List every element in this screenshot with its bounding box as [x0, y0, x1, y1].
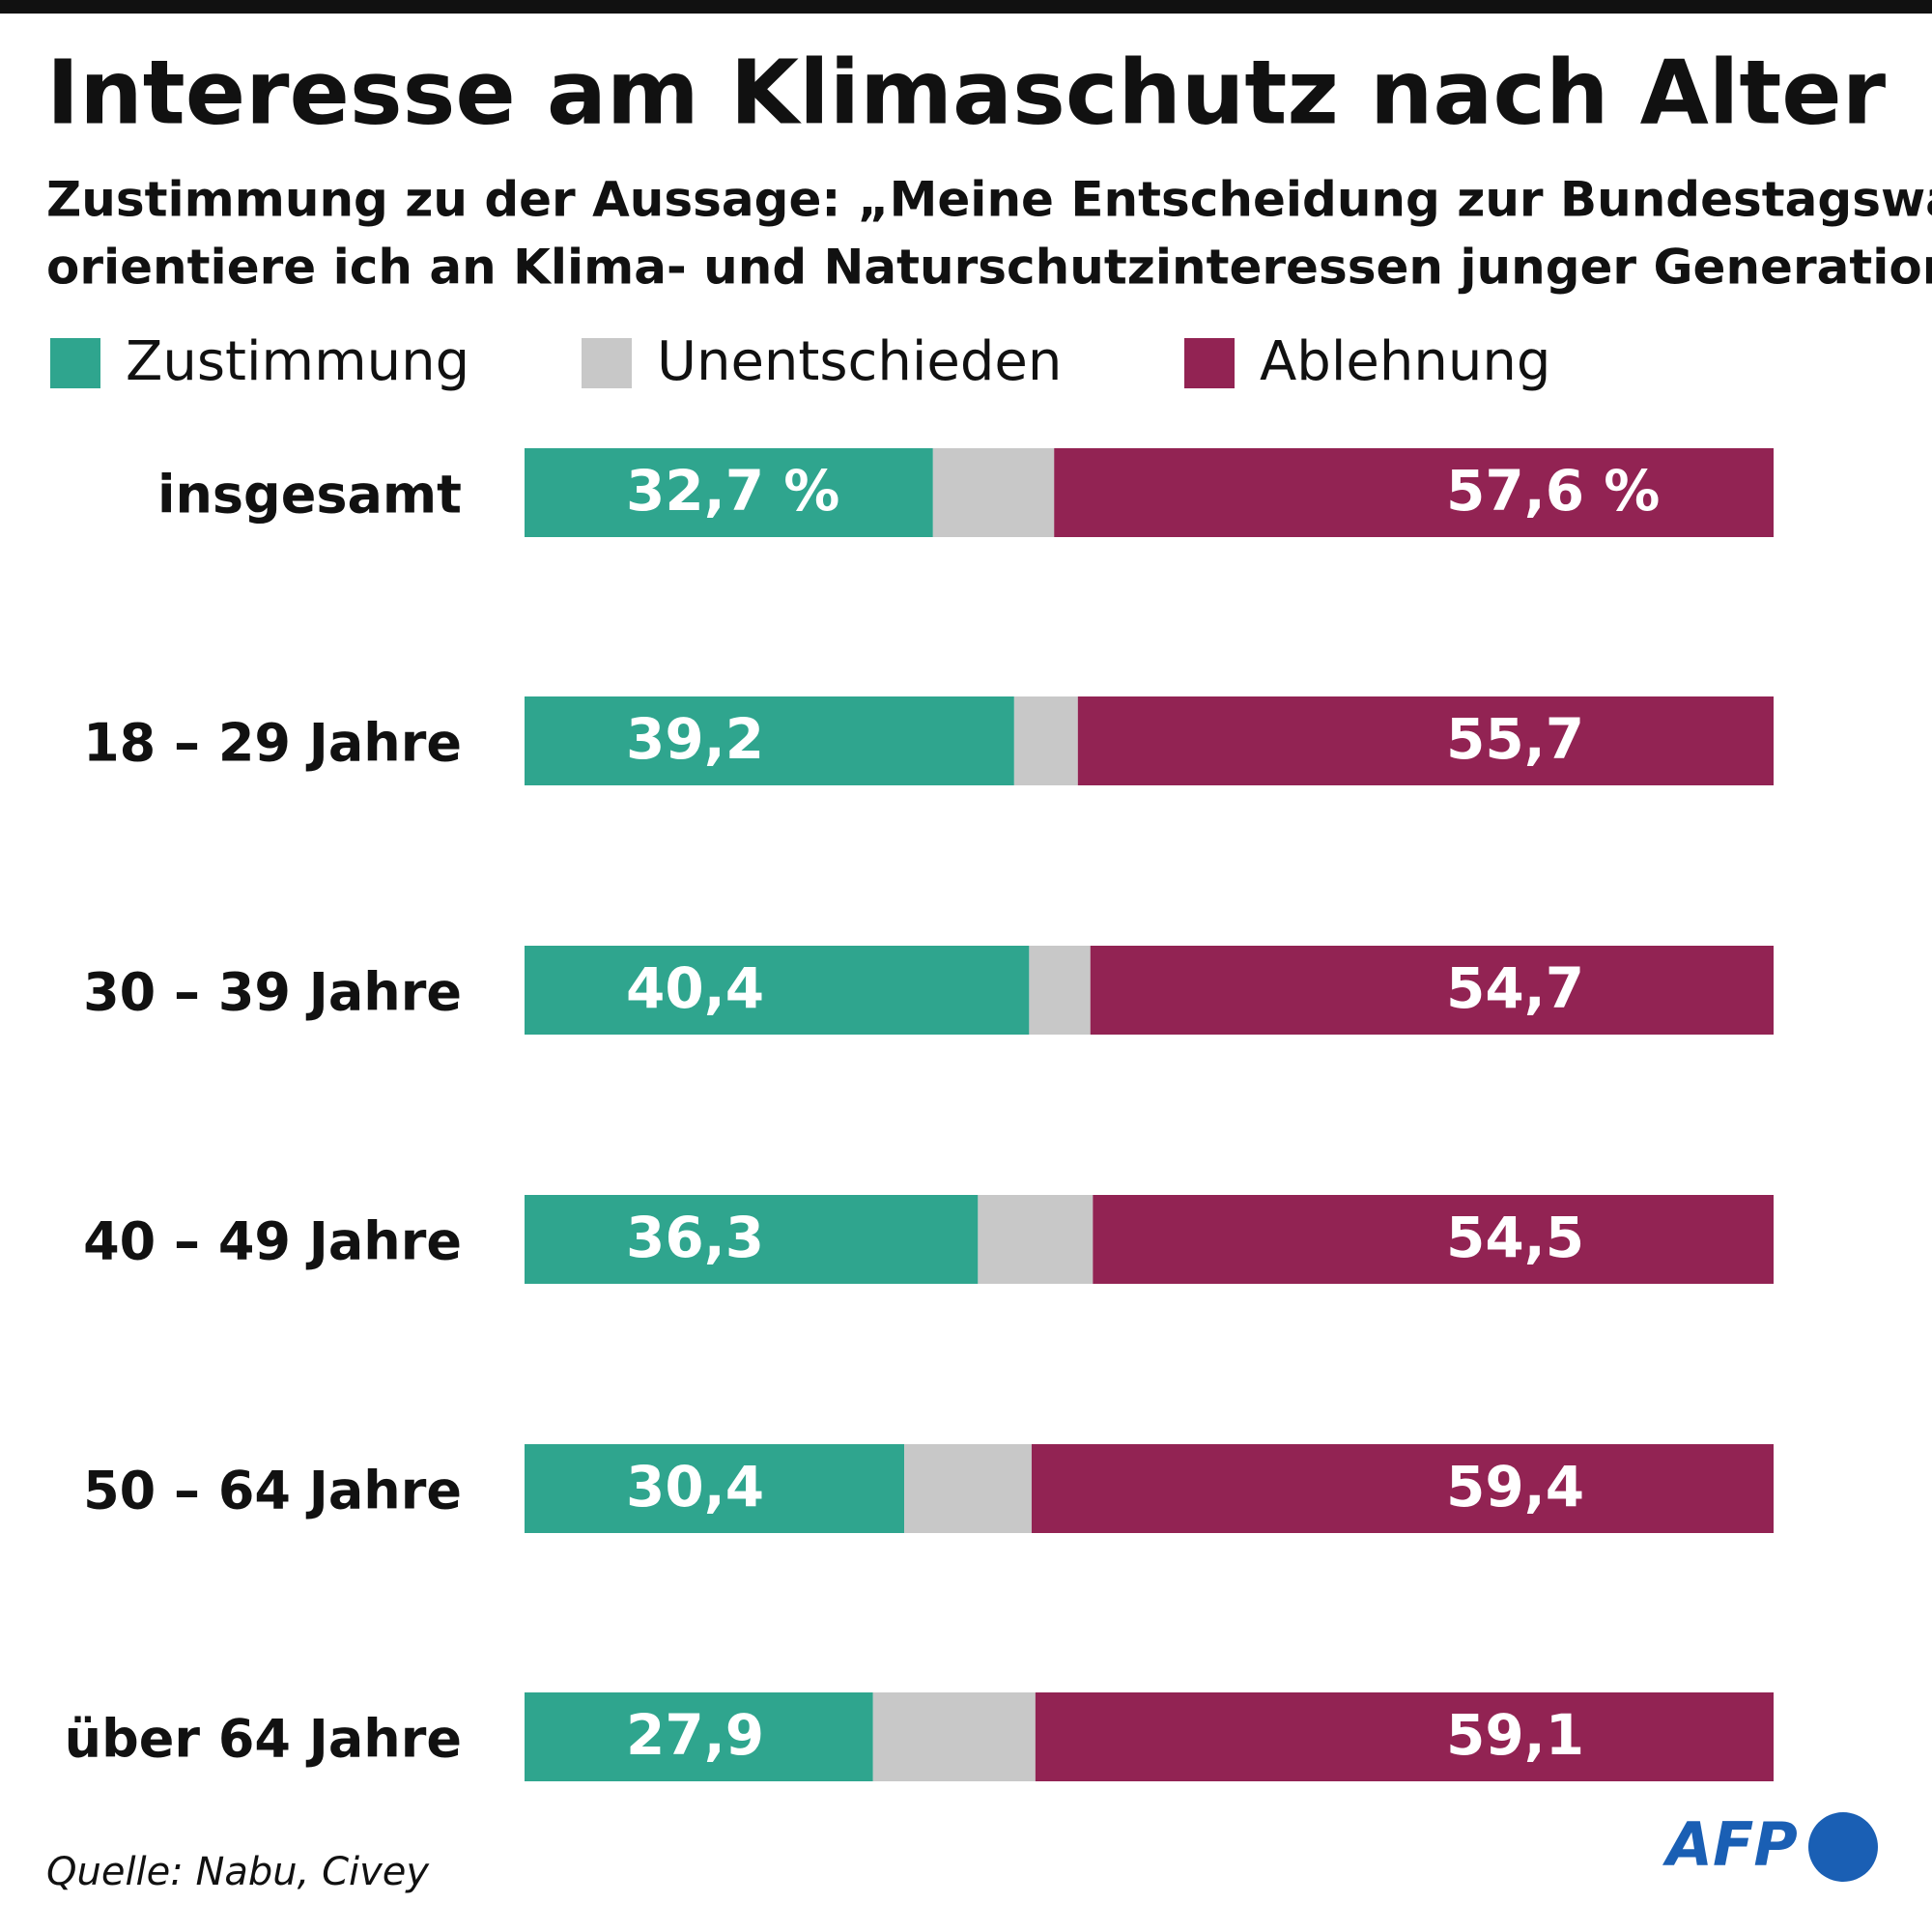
logo-dot	[1808, 1812, 1878, 1882]
value-label: 40,4	[626, 955, 764, 1021]
value-label: 27,9	[626, 1702, 764, 1768]
value-label: 59,1	[1446, 1702, 1584, 1768]
source: Quelle: Nabu, Civey	[46, 1850, 430, 1894]
chart-subtitle: orientiere ich an Klima- und Naturschutz…	[46, 240, 1932, 296]
legend-swatch	[50, 338, 100, 388]
value-label: 30,4	[626, 1454, 764, 1520]
legend-label: Ablehnung	[1260, 330, 1550, 393]
bar-segment	[525, 946, 1030, 1035]
bar-segment	[1054, 448, 1774, 537]
bar-segment	[872, 1692, 1036, 1781]
bar-segment	[525, 696, 1014, 785]
bar-segment	[978, 1195, 1094, 1284]
bar-segment	[904, 1444, 1032, 1533]
category-label: insgesamt	[157, 465, 462, 526]
chart-title: Interesse am Klimaschutz nach Alter	[46, 41, 1887, 144]
legend-label: Unentschieden	[657, 330, 1062, 393]
legend-swatch	[1184, 338, 1235, 388]
bar-segment	[1090, 946, 1774, 1035]
value-label: 54,5	[1446, 1205, 1584, 1270]
category-label: 18 – 29 Jahre	[83, 713, 462, 774]
chart-subtitle: Zustimmung zu der Aussage: „Meine Entsch…	[46, 172, 1932, 228]
category-label: 30 – 39 Jahre	[83, 962, 462, 1023]
bar-segment	[1093, 1195, 1774, 1284]
value-label: 59,4	[1446, 1454, 1584, 1520]
value-label: 39,2	[626, 706, 764, 772]
value-label: 32,7 %	[626, 458, 839, 524]
bar-segment	[932, 448, 1055, 537]
legend-swatch	[582, 338, 632, 388]
bar-segment	[1031, 1444, 1774, 1533]
bar-segment	[1029, 946, 1091, 1035]
bar-segment	[525, 1444, 905, 1533]
top-rule	[0, 0, 1932, 14]
category-label: 40 – 49 Jahre	[83, 1211, 462, 1272]
value-label: 54,7	[1446, 955, 1584, 1021]
bar-segment	[1035, 1692, 1774, 1781]
value-label: 55,7	[1446, 706, 1584, 772]
bar-segment	[1077, 696, 1774, 785]
bar-segment	[1013, 696, 1078, 785]
bar-segment	[525, 448, 933, 537]
bar-segment	[525, 1195, 979, 1284]
legend-label: Zustimmung	[126, 330, 469, 393]
value-label: 57,6 %	[1446, 458, 1660, 524]
bar-segment	[525, 1692, 873, 1781]
value-label: 36,3	[626, 1205, 764, 1270]
category-label: über 64 Jahre	[65, 1709, 462, 1770]
logo: AFP	[1662, 1809, 1798, 1880]
category-label: 50 – 64 Jahre	[83, 1461, 462, 1521]
